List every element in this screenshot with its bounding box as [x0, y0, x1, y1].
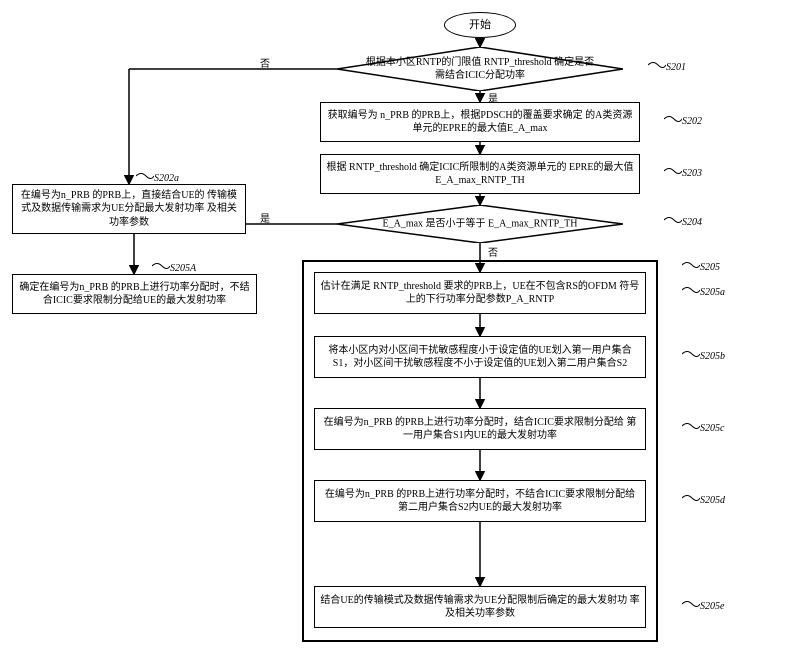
- process-s205d-text: 在编号为n_PRB 的PRB上进行功率分配时，不结合ICIC要求限制分配给 第二…: [319, 488, 641, 515]
- tag-s205b-text: S205b: [700, 351, 725, 362]
- process-s205c: 在编号为n_PRB 的PRB上进行功率分配时，结合ICIC要求限制分配给 第一用…: [314, 408, 646, 450]
- tag-s205: S205: [700, 262, 720, 273]
- decision-s201: 根据本小区RNTP的门限值 RNTP_threshold 确定是否需结合ICIC…: [337, 47, 623, 91]
- process-s205b-text: 将本小区内对小区间干扰敏感程度小于设定值的UE划入第一用户集合 S1，对小区间干…: [319, 344, 641, 371]
- tag-s205e: S205e: [700, 601, 724, 612]
- flowchart-canvas: 开始 根据本小区RNTP的门限值 RNTP_threshold 确定是否需结合I…: [12, 12, 788, 651]
- process-s205a-text: 估计在满足 RNTP_threshold 要求的PRB上，UE在不包含RS的OF…: [319, 280, 641, 307]
- decision-s204-text: E_A_max 是否小于等于 E_A_max_RNTP_TH: [366, 218, 595, 231]
- process-s205c-text: 在编号为n_PRB 的PRB上进行功率分配时，结合ICIC要求限制分配给 第一用…: [319, 416, 641, 443]
- start-node: 开始: [444, 12, 516, 38]
- label-yes-2: 是: [260, 210, 270, 225]
- tag-s205d-text: S205d: [700, 495, 725, 506]
- tag-s205b: S205b: [700, 351, 725, 362]
- tag-s201: S201: [666, 62, 686, 73]
- process-s203-text: 根据 RNTP_threshold 确定ICIC所限制的A类资源单元的 EPRE…: [325, 161, 635, 188]
- label-no-1: 否: [260, 55, 270, 70]
- process-s202: 获取编号为 n_PRB 的PRB上，根据PDSCH的覆盖要求确定 的A类资源单元…: [320, 102, 640, 142]
- tag-s204: S204: [682, 217, 702, 228]
- process-s205A-text: 确定在编号为n_PRB 的PRB上进行功率分配时，不结 合ICIC要求限制分配给…: [17, 281, 252, 308]
- tag-s202: S202: [682, 116, 702, 127]
- tag-s205A-text: S205A: [170, 263, 196, 274]
- group-s205: [302, 260, 658, 642]
- process-s205e-text: 结合UE的传输模式及数据传输需求为UE分配限制后确定的最大发射功 率及相关功率参…: [319, 594, 641, 621]
- tag-s201-text: S201: [666, 62, 686, 73]
- process-s202-text: 获取编号为 n_PRB 的PRB上，根据PDSCH的覆盖要求确定 的A类资源单元…: [325, 109, 635, 136]
- decision-s201-text: 根据本小区RNTP的门限值 RNTP_threshold 确定是否需结合ICIC…: [366, 56, 595, 82]
- tag-s205a: S205a: [700, 287, 725, 298]
- tag-s205d: S205d: [700, 495, 725, 506]
- process-s202a: 在编号为n_PRB 的PRB上，直接结合UE的 传输模式及数据传输需求为UE分配…: [12, 184, 246, 234]
- process-s205e: 结合UE的传输模式及数据传输需求为UE分配限制后确定的最大发射功 率及相关功率参…: [314, 586, 646, 628]
- tag-s205c: S205c: [700, 423, 724, 434]
- label-no-2: 否: [488, 244, 498, 259]
- decision-s204: E_A_max 是否小于等于 E_A_max_RNTP_TH: [337, 205, 623, 243]
- process-s205A: 确定在编号为n_PRB 的PRB上进行功率分配时，不结 合ICIC要求限制分配给…: [12, 274, 257, 314]
- tag-s203: S203: [682, 168, 702, 179]
- tag-s205A: S205A: [170, 263, 196, 274]
- process-s205a: 估计在满足 RNTP_threshold 要求的PRB上，UE在不包含RS的OF…: [314, 272, 646, 314]
- tag-s204-text: S204: [682, 217, 702, 228]
- process-s205d: 在编号为n_PRB 的PRB上进行功率分配时，不结合ICIC要求限制分配给 第二…: [314, 480, 646, 522]
- tag-s202a-text: S202a: [154, 173, 179, 184]
- tag-s205a-text: S205a: [700, 287, 725, 298]
- tag-s202-text: S202: [682, 116, 702, 127]
- tag-s203-text: S203: [682, 168, 702, 179]
- tag-s205c-text: S205c: [700, 423, 724, 434]
- start-label: 开始: [469, 18, 491, 33]
- process-s205b: 将本小区内对小区间干扰敏感程度小于设定值的UE划入第一用户集合 S1，对小区间干…: [314, 336, 646, 378]
- tag-s205-text: S205: [700, 262, 720, 273]
- tag-s202a: S202a: [154, 173, 179, 184]
- tag-s205e-text: S205e: [700, 601, 724, 612]
- process-s203: 根据 RNTP_threshold 确定ICIC所限制的A类资源单元的 EPRE…: [320, 154, 640, 194]
- process-s202a-text: 在编号为n_PRB 的PRB上，直接结合UE的 传输模式及数据传输需求为UE分配…: [17, 189, 241, 230]
